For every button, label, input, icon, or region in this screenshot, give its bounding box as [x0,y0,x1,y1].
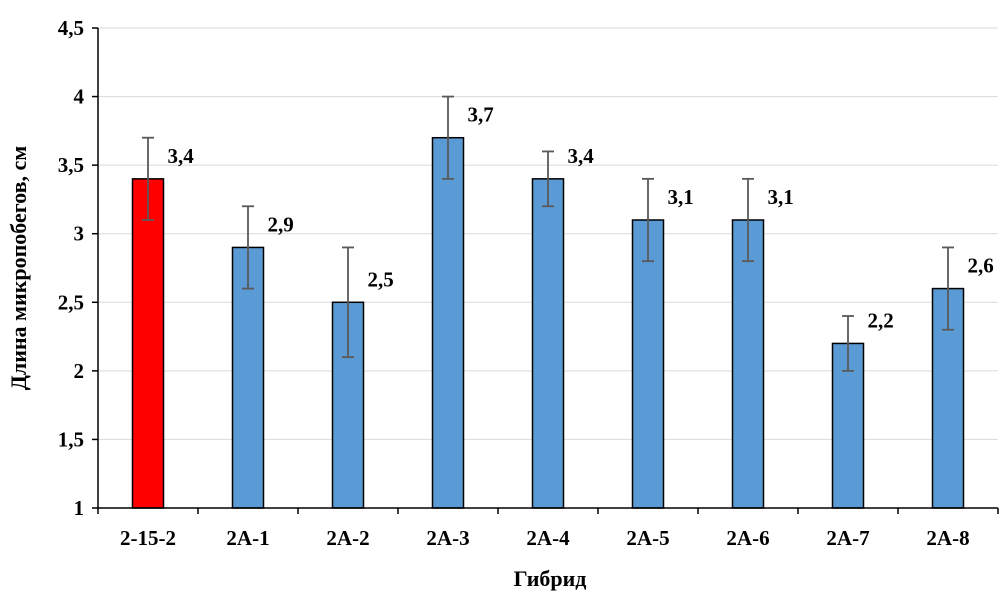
y-tick-label: 4 [74,85,85,109]
data-label: 3,4 [168,144,195,168]
x-tick-label: 2-15-2 [120,526,176,550]
bar [531,178,565,509]
bar [631,219,665,509]
x-tick-label: 2A-2 [326,526,369,550]
x-tick-label: 2A-3 [426,526,469,550]
bars [131,136,965,509]
x-tick-label: 2A-1 [226,526,269,550]
y-tick-label: 3,5 [58,153,84,177]
y-tick-label: 1 [74,496,85,520]
bar [431,136,465,509]
y-axis-title: Длина микропобегов, см [6,146,31,391]
error-bars [142,95,954,372]
y-tick-label: 2 [74,359,85,383]
data-label: 3,7 [468,103,494,127]
x-tick-label: 2A-5 [626,526,669,550]
data-label: 2,2 [868,308,894,332]
data-label: 3,1 [668,185,694,209]
bar [731,219,765,509]
y-tick-label: 3 [74,222,85,246]
data-label: 2,6 [968,254,994,278]
data-label: 2,9 [268,212,294,236]
x-tick-label: 2A-4 [526,526,570,550]
data-label: 3,4 [568,144,595,168]
x-axis-title: Гибрид [514,566,587,591]
x-tick-label: 2A-6 [726,526,769,550]
y-tick-label: 4,5 [58,16,84,40]
data-labels: 3,4 2,9 2,5 3,7 3,4 3,1 3,1 2,2 2,6 [168,103,994,333]
x-tick-label: 2A-8 [926,526,969,550]
bar [131,178,165,509]
data-label: 2,5 [368,267,394,291]
x-tick-label: 2A-7 [826,526,869,550]
bar [231,246,265,509]
axes: 1 1,5 2 2,5 3 3,5 4 4,5 2-15-2 2A-1 2A-2 2A-3 2A-4 2A… [58,16,999,550]
y-tick-label: 2,5 [58,290,84,314]
bar [831,342,865,509]
y-tick-label: 1,5 [58,427,84,451]
data-label: 3,1 [768,185,794,209]
